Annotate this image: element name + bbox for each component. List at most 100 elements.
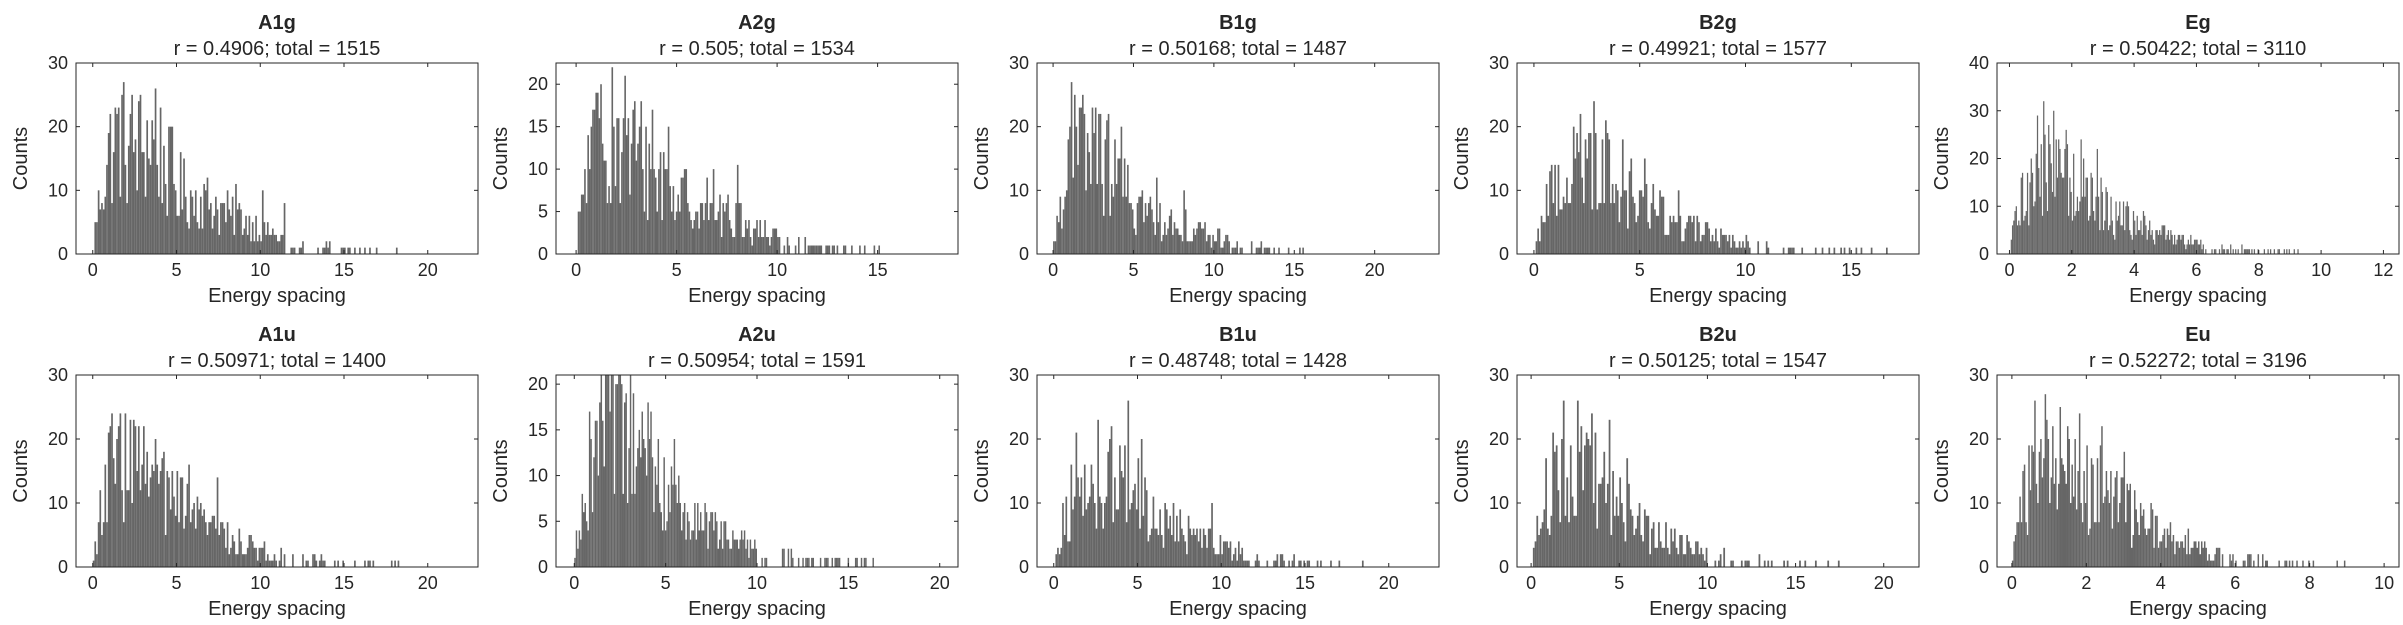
histogram-bar	[253, 241, 256, 254]
histogram-bar	[2144, 528, 2146, 567]
histogram-bar	[1144, 477, 1146, 567]
histogram-bar	[1833, 247, 1836, 254]
histogram-bar	[838, 557, 841, 567]
histogram-bar	[1612, 471, 1614, 567]
histogram-bar	[2243, 249, 2246, 254]
histogram-bar	[1224, 541, 1227, 567]
histogram-bar	[1695, 541, 1697, 567]
histogram-bar	[739, 539, 741, 567]
panel-title: Eu	[2185, 324, 2211, 346]
histogram-bar	[1550, 164, 1553, 254]
y-tick-label: 5	[538, 202, 548, 222]
histogram-bar	[1543, 509, 1546, 567]
histogram-bar	[1787, 247, 1790, 254]
histogram-bar	[645, 126, 647, 254]
histogram-bar	[1728, 234, 1731, 254]
histogram-bar	[2025, 211, 2027, 254]
histogram-bar	[2288, 249, 2290, 254]
histogram-bar	[757, 237, 760, 254]
histogram-bar	[587, 135, 589, 254]
histogram-bar	[675, 211, 678, 254]
histogram-bar	[2157, 547, 2160, 567]
axes-box	[1516, 374, 1920, 568]
histogram-bar	[151, 120, 154, 254]
histogram-bar	[1709, 241, 1712, 254]
histogram-bar	[208, 522, 210, 567]
histogram-bar	[1624, 541, 1627, 567]
histogram-bar	[1114, 477, 1116, 567]
histogram-bar	[2286, 249, 2288, 254]
histogram-bar	[629, 194, 631, 254]
histogram-bar	[1576, 133, 1578, 254]
histogram-bar	[2084, 503, 2087, 567]
histogram-bar	[707, 220, 710, 254]
histogram-bar	[613, 126, 615, 254]
histogram-bar	[743, 237, 745, 254]
histogram-bar	[2153, 547, 2155, 567]
x-tick-label: 15	[838, 573, 858, 593]
histogram-bar	[2263, 249, 2265, 254]
histogram-bar	[2078, 211, 2080, 254]
histogram-bar	[2029, 182, 2031, 254]
histogram-bar	[1090, 183, 1092, 254]
histogram-bar	[367, 560, 370, 567]
x-tick-label: 0	[569, 573, 579, 593]
histogram-bar	[873, 245, 876, 254]
histogram-bar	[1748, 247, 1751, 254]
histogram-bar	[678, 475, 680, 567]
histogram-bar	[2203, 541, 2206, 567]
histogram-bar	[2069, 177, 2071, 254]
histogram-bar	[637, 448, 639, 567]
histogram-bar	[2030, 158, 2032, 254]
histogram-bar	[676, 503, 679, 567]
histogram-bar	[797, 557, 800, 567]
histogram-bar	[1643, 509, 1646, 567]
x-tick-label: 10	[767, 260, 787, 280]
histogram-bar	[631, 493, 633, 567]
histogram-bar	[697, 503, 699, 567]
x-tick-label: 2	[2081, 573, 2091, 593]
histogram-bar	[156, 164, 159, 254]
histogram-bar	[2200, 239, 2202, 254]
histogram-bar	[1718, 247, 1721, 254]
histogram-bar	[193, 215, 195, 254]
panel-title: A1u	[258, 324, 296, 346]
histogram-bar	[1613, 515, 1616, 567]
histogram-bar	[2195, 239, 2197, 254]
histogram-bar	[2075, 211, 2077, 254]
histogram-bar	[2021, 172, 2024, 254]
y-axis-label: Counts	[1931, 439, 1953, 502]
histogram-bar	[878, 245, 881, 254]
histogram-bar	[1065, 190, 1068, 254]
histogram-bar	[1194, 234, 1197, 254]
histogram-bar	[2178, 547, 2181, 567]
histogram-bar	[364, 560, 366, 567]
histogram-bar	[752, 548, 755, 567]
x-tick-label: 10	[250, 573, 270, 593]
histogram-bar	[1672, 541, 1674, 567]
histogram-bar	[1189, 241, 1192, 254]
histogram-bar	[1689, 215, 1692, 254]
histogram-bar	[112, 458, 115, 567]
histogram-bar	[602, 420, 604, 567]
histogram-bar	[186, 222, 189, 254]
histogram-bar	[1679, 535, 1681, 567]
histogram-bar	[1212, 547, 1215, 567]
histogram-bar	[2132, 535, 2134, 567]
histogram-bar	[235, 183, 237, 254]
histogram-bar	[2176, 239, 2178, 254]
x-tick-label: 15	[1284, 260, 1304, 280]
histogram-bar	[220, 522, 222, 567]
x-tick-label: 5	[1128, 260, 1138, 280]
histogram-bar	[2302, 560, 2304, 567]
histogram-bar	[2150, 234, 2152, 254]
histogram-bar	[728, 220, 731, 254]
histogram-bar	[1075, 126, 1078, 254]
histogram-bar	[174, 190, 177, 254]
histogram-bar	[2039, 196, 2041, 254]
panel-subtitle: r = 0.50125; total = 1547	[1609, 350, 1827, 372]
histogram-bar	[323, 560, 326, 567]
histogram-bar	[1087, 503, 1089, 567]
